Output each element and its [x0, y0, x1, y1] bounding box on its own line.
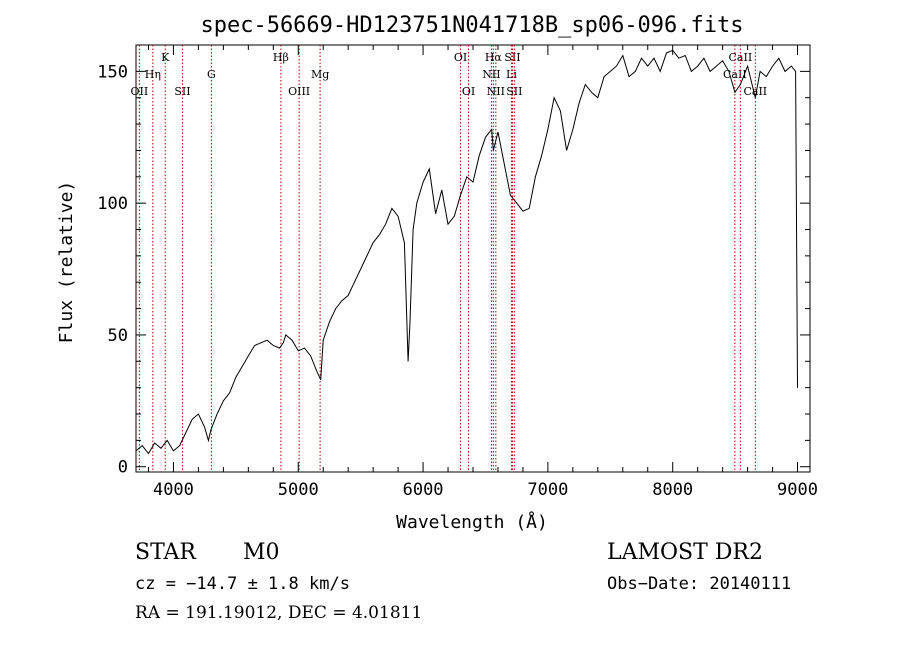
- spectral-line-label: Hα: [485, 51, 503, 64]
- spectral-line-label: OII: [131, 85, 149, 98]
- spectral-line-label: OIII: [288, 85, 310, 98]
- spectral-line-label: SII: [174, 85, 190, 98]
- y-tick-label: 0: [118, 458, 128, 478]
- x-tick-label: 8000: [652, 480, 693, 500]
- x-tick-label: 6000: [403, 480, 444, 500]
- spectral-line-label: K: [161, 51, 170, 64]
- spectral-line-label: SII: [506, 85, 522, 98]
- observation-date: Obs−Date: 20140111: [607, 574, 792, 594]
- x-tick-label: 9000: [777, 480, 818, 500]
- spectral-line-label: Hβ: [273, 51, 289, 64]
- spectral-line-label: Li: [506, 68, 517, 81]
- spectral-line-label: Hη: [145, 68, 161, 81]
- object-subclass: M0: [243, 540, 280, 565]
- x-axis-label: Wavelength (Å): [396, 511, 548, 533]
- redshift-cz: cz = −14.7 ± 1.8 km/s: [135, 574, 350, 594]
- chart-title: spec-56669-HD123751N041718B_sp06-096.fit…: [200, 13, 743, 38]
- object-class: STAR: [135, 540, 196, 565]
- y-axis-label: Flux (relative): [56, 181, 77, 344]
- spectral-line-label: SII: [504, 51, 520, 64]
- x-tick-label: 7000: [527, 480, 568, 500]
- x-tick-label: 5000: [278, 480, 319, 500]
- y-tick-label: 100: [97, 194, 128, 214]
- y-tick-label: 150: [97, 62, 128, 82]
- x-tick-label: 4000: [153, 480, 194, 500]
- survey-name: LAMOST DR2: [607, 540, 763, 565]
- plot-frame: [135, 44, 811, 473]
- axis-ticks: 4000 5000 6000 7000 8000 9000 0 50 100 150: [97, 45, 818, 500]
- spectral-line-label: Mg: [311, 68, 329, 81]
- flux-series-line: [135, 49, 798, 455]
- spectral-line-label: NII: [482, 68, 500, 81]
- spectral-line-markers: OIIHηKSIIGHβOIIIMgOIOINIIHαNIILiSIISIICa…: [131, 45, 767, 472]
- spectral-line-label: NII: [487, 85, 505, 98]
- y-tick-label: 50: [108, 326, 128, 346]
- spectral-line-label: OI: [462, 85, 475, 98]
- spectral-line-label: CaII: [729, 51, 753, 64]
- spectral-line-label: CaII: [743, 85, 767, 98]
- coordinates: RA = 191.19012, DEC = 4.01811: [135, 603, 423, 623]
- spectral-line-label: G: [207, 68, 216, 81]
- spectral-line-label: CaII: [723, 68, 747, 81]
- spectral-line-label: OI: [454, 51, 467, 64]
